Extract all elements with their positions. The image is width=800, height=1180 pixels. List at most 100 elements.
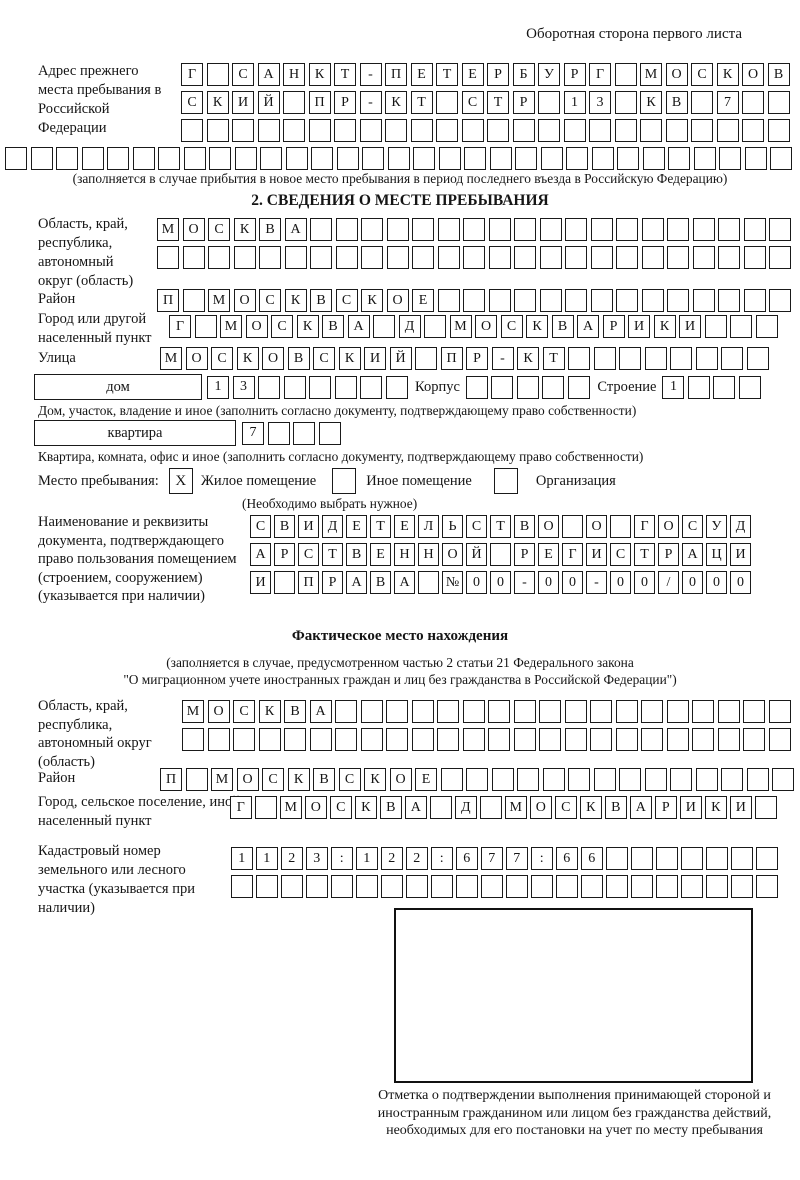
char-cell: [565, 246, 587, 269]
char-cell: 0: [490, 571, 511, 594]
organizatsiya-checkbox: [493, 468, 518, 494]
char-row: [182, 728, 794, 751]
char-cell: [309, 728, 332, 751]
char-cell: [769, 289, 791, 312]
char-cell: О: [389, 768, 412, 791]
char-cell: [615, 728, 638, 751]
stroenie-cells: 1: [662, 375, 764, 399]
char-cell: [335, 700, 357, 723]
char-cell: [335, 728, 357, 751]
char-cell: Г: [181, 63, 203, 86]
char-cell: [691, 91, 713, 114]
char-cell: [81, 147, 104, 170]
char-cell: [267, 421, 290, 445]
char-cell: [590, 246, 613, 269]
char-cell: С: [338, 768, 361, 791]
char-cell: Е: [394, 515, 415, 538]
char-row: [157, 246, 795, 269]
char-cell: [56, 147, 78, 170]
char-cell: [255, 796, 277, 819]
char-cell: К: [705, 796, 727, 819]
char-cell: [619, 768, 641, 791]
char-cell: К: [361, 289, 383, 312]
char-cell: В: [551, 315, 574, 338]
char-cell: Т: [370, 515, 391, 538]
char-cell: 0: [730, 571, 751, 594]
char-cell: [769, 246, 791, 269]
char-cell: [568, 768, 590, 791]
char-cell: Т: [487, 91, 509, 114]
char-cell: В: [284, 700, 306, 723]
char-cell: 3: [306, 847, 328, 870]
char-cell: А: [682, 543, 703, 566]
char-cell: 0: [466, 571, 487, 594]
char-cell: М: [211, 768, 233, 791]
char-cell: [411, 700, 434, 723]
char-cell: [356, 875, 378, 898]
char-cell: 6: [456, 847, 478, 870]
char-cell: [182, 289, 205, 312]
char-cell: [590, 289, 613, 312]
char-cell: М: [505, 796, 527, 819]
char-cell: [206, 63, 229, 86]
char-cell: О: [658, 515, 679, 538]
char-cell: Н: [394, 543, 415, 566]
char-cell: И: [250, 571, 271, 594]
char-cell: [182, 246, 205, 269]
char-cell: 1: [256, 847, 278, 870]
char-cell: [412, 218, 434, 241]
char-cell: [283, 91, 305, 114]
raion-label: Район: [38, 291, 76, 307]
char-cell: [283, 119, 305, 142]
char-cell: [742, 91, 764, 114]
char-cell: [415, 347, 437, 370]
char-cell: [233, 728, 255, 751]
char-cell: [410, 119, 433, 142]
ulitsa-label: Улица: [38, 350, 76, 366]
char-cell: [631, 847, 653, 870]
char-cell: [772, 768, 794, 791]
char-cell: [564, 700, 587, 723]
inoe-checkbox: [332, 468, 357, 494]
char-cell: [615, 700, 638, 723]
char-cell: Г: [589, 63, 611, 86]
char-cell: [616, 246, 638, 269]
char-cell: [464, 147, 486, 170]
char-cell: :: [431, 847, 453, 870]
char-cell: [461, 119, 484, 142]
char-cell: Р: [514, 543, 535, 566]
char-cell: [385, 375, 408, 399]
char-cell: Р: [487, 63, 509, 86]
char-cell: О: [207, 700, 230, 723]
char-cell: К: [258, 700, 281, 723]
char-cell: [644, 768, 667, 791]
char-cell: [743, 700, 765, 723]
char-cell: [619, 347, 641, 370]
char-cell: [640, 119, 662, 142]
kvartira-note: Квартира, комната, офис и иное (заполнит…: [38, 449, 644, 464]
char-cell: [539, 700, 561, 723]
char-cell: [506, 875, 528, 898]
char-cell: [132, 147, 155, 170]
char-cell: У: [538, 63, 560, 86]
char-cell: А: [405, 796, 427, 819]
char-cell: [463, 218, 485, 241]
char-cell: С: [232, 63, 254, 86]
char-cell: О: [742, 63, 764, 86]
char-cell: [517, 768, 539, 791]
char-cell: [462, 728, 485, 751]
char-cell: [158, 147, 180, 170]
char-cell: П: [160, 768, 182, 791]
char-cell: [767, 91, 790, 114]
char-cell: -: [491, 347, 514, 370]
char-cell: В: [767, 63, 790, 86]
char-cell: Т: [410, 91, 433, 114]
char-cell: [436, 119, 458, 142]
char-cell: О: [185, 347, 208, 370]
char-cell: С: [259, 289, 281, 312]
